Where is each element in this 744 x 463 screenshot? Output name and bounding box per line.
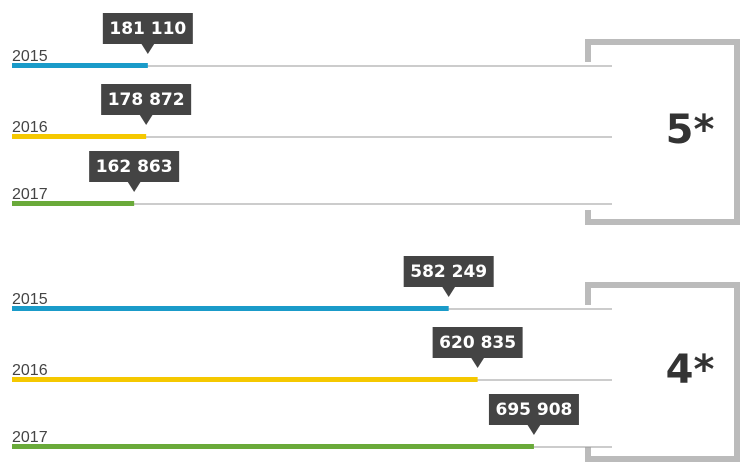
- year-label: 2016: [12, 362, 48, 379]
- bar: [12, 134, 147, 139]
- value-label: 695 908: [495, 400, 572, 420]
- value-box: [488, 394, 579, 425]
- value-box: [101, 84, 192, 115]
- group-bracket: [585, 39, 740, 225]
- year-label: 2015: [12, 48, 48, 65]
- value-label: 620 835: [439, 333, 516, 353]
- group-label: 4*: [666, 347, 715, 393]
- value-label: 162 863: [96, 157, 173, 177]
- value-label: 181 110: [109, 19, 186, 39]
- year-label: 2015: [12, 291, 48, 308]
- bar: [12, 201, 135, 206]
- year-label: 2017: [12, 429, 48, 446]
- value-box: [89, 151, 180, 182]
- value-pointer: [140, 43, 155, 54]
- bar: [12, 63, 148, 68]
- value-box: [432, 327, 523, 358]
- value-pointer: [470, 357, 485, 368]
- value-box: [403, 256, 494, 287]
- bar: [12, 306, 449, 311]
- value-pointer: [441, 286, 456, 297]
- group-label: 5*: [666, 107, 715, 153]
- bar: [12, 377, 478, 382]
- year-label: 2017: [12, 186, 48, 203]
- value-pointer: [127, 181, 142, 192]
- value-pointer: [526, 424, 541, 435]
- value-pointer: [139, 114, 154, 125]
- value-box: [102, 13, 193, 44]
- value-label: 178 872: [108, 90, 185, 110]
- group-bracket: [585, 282, 740, 462]
- year-label: 2016: [12, 119, 48, 136]
- value-label: 582 249: [410, 262, 487, 282]
- bar: [12, 444, 534, 449]
